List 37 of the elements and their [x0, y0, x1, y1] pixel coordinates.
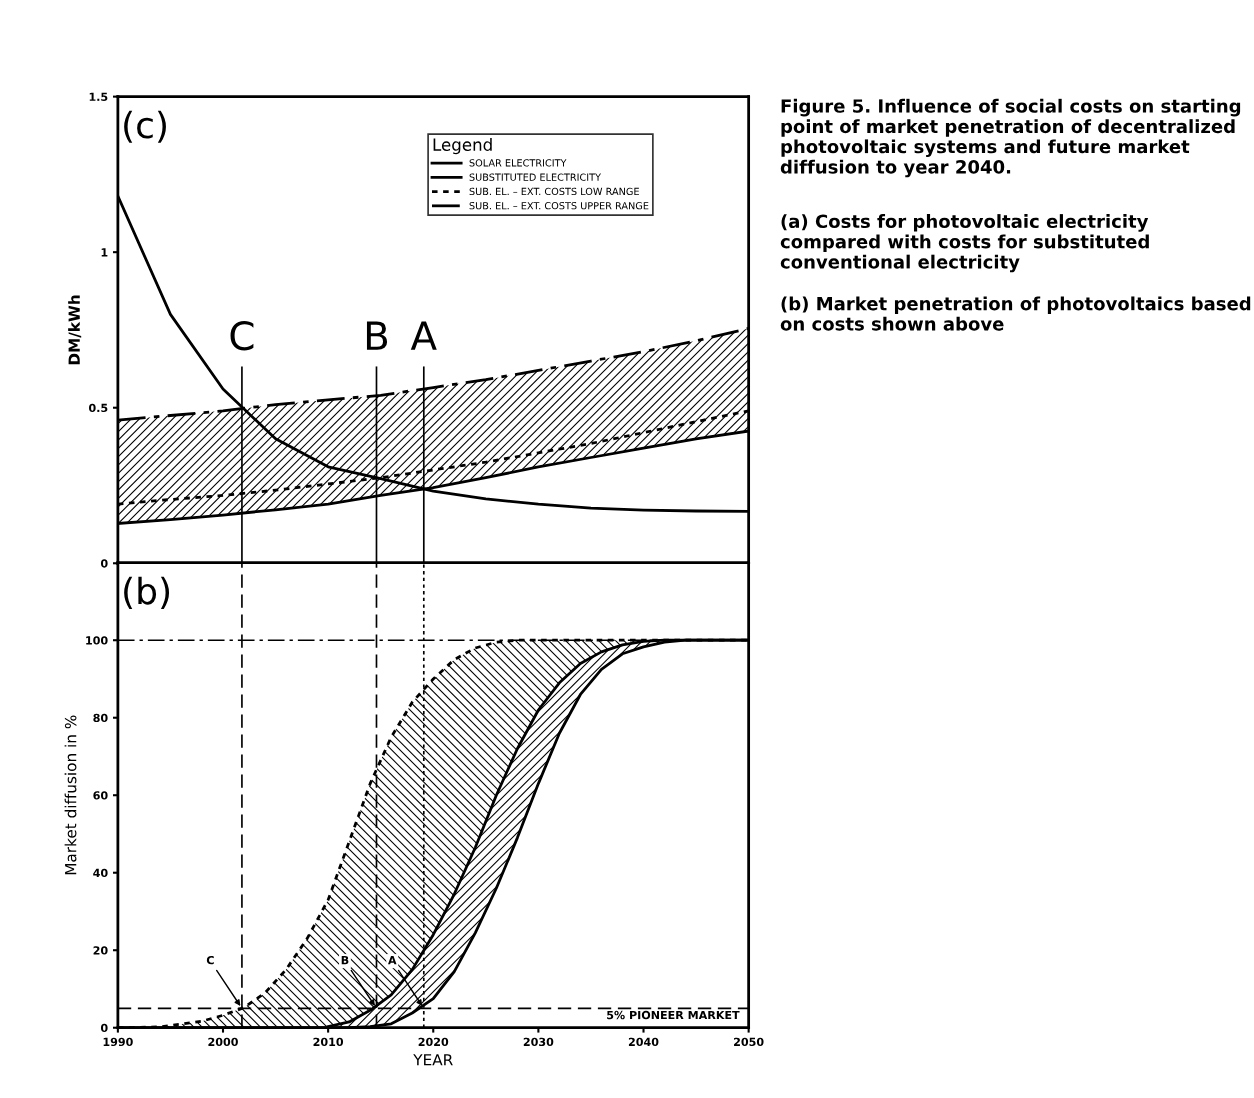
legend-label: SUB. EL. – EXT. COSTS UPPER RANGE	[469, 202, 649, 210]
annotation: (b)	[124, 576, 170, 609]
x-tick-label: 2040	[628, 1037, 659, 1047]
y-axis-title: Market diffusion in %	[64, 715, 77, 875]
y-axis-title: DM/kWh	[68, 295, 82, 365]
y-tick-label: 0	[100, 559, 108, 568]
ref-line-label: B	[366, 321, 388, 350]
x-axis-title: YEAR	[413, 1054, 453, 1066]
legend-label: SOLAR ELECTRICITY	[469, 159, 567, 167]
annotation: C	[206, 955, 214, 965]
ref-line-label: C	[230, 321, 254, 351]
y-tick-label: 20	[93, 946, 108, 955]
x-tick-label: 1990	[103, 1037, 133, 1047]
caption: Figure 5. Influence of social costs on starting point of market penetration of decentralized photovoltaic systems and future market diffusion to year 2040.	[780, 98, 1241, 178]
text: (a) Costs for photovoltaic electricity compared with costs for substituted conventional electricity	[780, 214, 1149, 273]
y-tick-label: 40	[93, 868, 108, 878]
legend-label: SUB. EL. – EXT. COSTS LOW RANGE	[469, 187, 639, 196]
text: (b) Market penetration of photovoltaics based on costs shown above	[780, 296, 1251, 331]
y-tick-label: 1.5	[89, 92, 108, 101]
ref-line-label: 5% PIONEER MARKET	[607, 1010, 740, 1020]
ref-line-label: A	[410, 321, 437, 350]
y-tick-label: 0.5	[89, 403, 108, 413]
x-tick-label: 2050	[734, 1037, 764, 1047]
legend-label: SUBSTITUTED ELECTRICITY	[469, 173, 602, 181]
x-tick-label: 2010	[313, 1037, 344, 1047]
annotation: A	[388, 956, 397, 965]
x-tick-label: 2000	[208, 1037, 238, 1047]
y-tick-label: 1	[101, 248, 108, 257]
x-tick-label: 2030	[523, 1037, 554, 1047]
annotation: (c)	[124, 110, 166, 143]
y-tick-label: 60	[93, 791, 108, 800]
y-tick-label: 0	[100, 1023, 108, 1033]
x-tick-label: 2020	[418, 1037, 449, 1047]
y-tick-label: 80	[93, 713, 108, 723]
legend-title: Legend	[433, 138, 492, 155]
annotation: B	[341, 956, 349, 965]
y-tick-label: 100	[86, 636, 108, 645]
